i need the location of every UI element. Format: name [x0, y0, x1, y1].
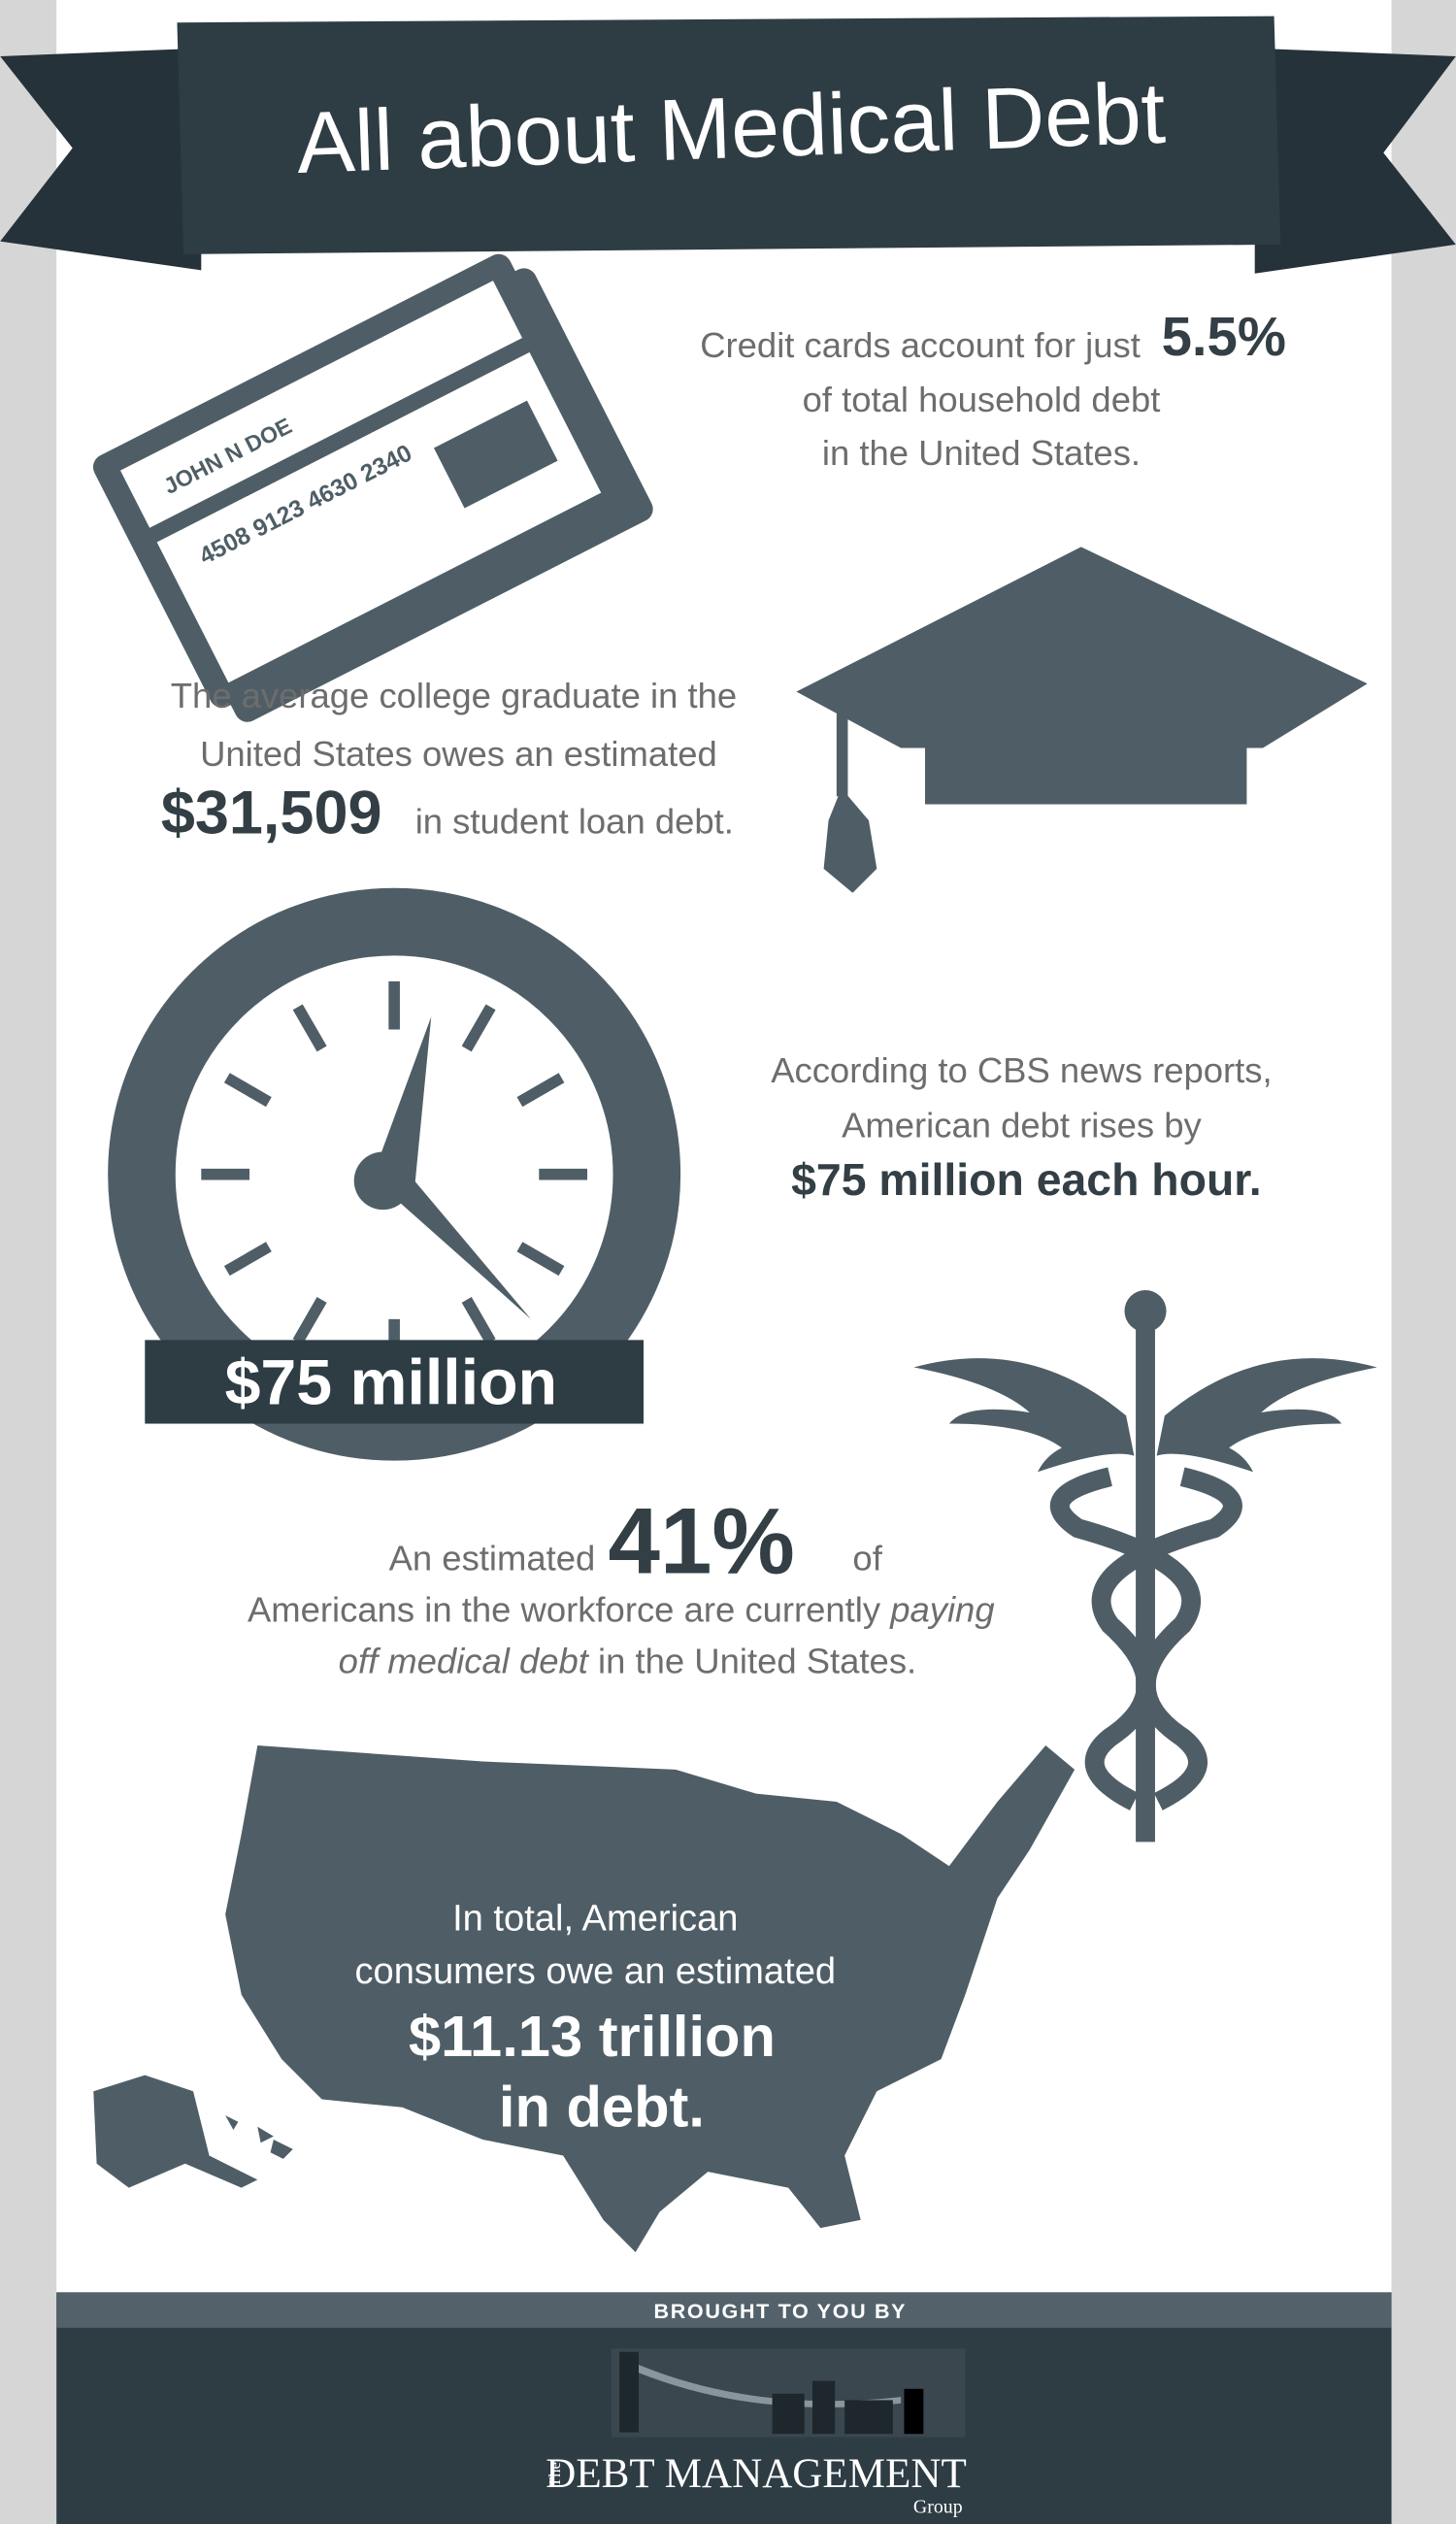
total-line: In total, American	[452, 1899, 738, 1940]
medical-text: Americans in the workforce are currently	[248, 1589, 881, 1629]
tassel-cord	[836, 708, 848, 797]
badge	[145, 1340, 645, 1424]
credit-line: in the United States.	[822, 433, 1141, 473]
student-line: in student loan debt.	[415, 801, 734, 841]
credit-line: Credit cards account for just	[700, 325, 1141, 365]
hour-hand	[373, 1016, 432, 1182]
graduation-cap-icon	[796, 547, 1368, 893]
medical-stat: 41%	[609, 1490, 795, 1594]
footer-band	[56, 2292, 1392, 2328]
minute-hand	[385, 1166, 532, 1319]
logo-prefix: The	[546, 2462, 564, 2487]
staff-knob	[1124, 1289, 1167, 1333]
mainland	[225, 1744, 1075, 2252]
logo-name: DEBT MANAGEMENT	[546, 2451, 967, 2497]
wing-right	[1156, 1358, 1377, 1473]
credit-stat: 5.5%	[1162, 306, 1286, 367]
total-line: consumers owe an estimated	[354, 1951, 836, 1992]
medical-line: of	[852, 1538, 882, 1578]
medical-emphasis: off medical debt	[339, 1641, 590, 1680]
logo-skyline	[611, 2348, 966, 2438]
cap-top	[796, 547, 1368, 748]
medical-line: An estimated	[389, 1538, 596, 1578]
credit-card-icon: JOHN N DOE 4508 9123 4630 2340	[92, 253, 653, 722]
medical-line: Americans in the workforce are currently…	[248, 1589, 995, 1629]
medical-line: off medical debt in the United States.	[339, 1641, 917, 1680]
alaska	[93, 2075, 258, 2188]
logo-suffix: Group	[913, 2496, 963, 2517]
ribbon-tail-right	[1254, 48, 1456, 274]
hawaii	[225, 2115, 293, 2159]
footer-label: BROUGHT TO YOU BY	[654, 2300, 908, 2323]
card-chip	[433, 400, 558, 509]
ribbon-banner	[177, 16, 1281, 254]
credit-line: of total household debt	[803, 380, 1161, 419]
student-line: The average college graduate in the	[171, 676, 737, 715]
cap-base	[924, 680, 1247, 805]
clock-center	[353, 1151, 413, 1211]
card-stripe	[120, 281, 523, 528]
snake	[1084, 1467, 1242, 1810]
badge-text: $75 million	[225, 1347, 558, 1419]
credit-text: Credit cards account for just 5.5%	[700, 306, 1286, 367]
ribbon-tail-left	[0, 48, 202, 271]
growth-line: According to CBS news reports,	[771, 1050, 1272, 1090]
medical-text: in the United States.	[598, 1641, 916, 1680]
student-stat: $31,509	[161, 779, 382, 847]
total-line: in debt.	[499, 2075, 705, 2140]
staff	[1136, 1311, 1155, 1843]
caduceus-icon	[913, 1289, 1377, 1843]
total-stat: $11.13 trillion	[409, 2004, 776, 2069]
snake	[1049, 1467, 1208, 1810]
student-line: United States owes an estimated	[200, 734, 717, 774]
growth-stat: $75 million each hour.	[791, 1154, 1262, 1205]
growth-line: American debt rises by	[842, 1106, 1202, 1146]
us-map-icon	[93, 1744, 1075, 2252]
wing-left	[913, 1358, 1135, 1473]
tassel	[823, 787, 877, 893]
clock-rim	[108, 887, 681, 1461]
medical-emphasis: paying	[889, 1589, 994, 1629]
